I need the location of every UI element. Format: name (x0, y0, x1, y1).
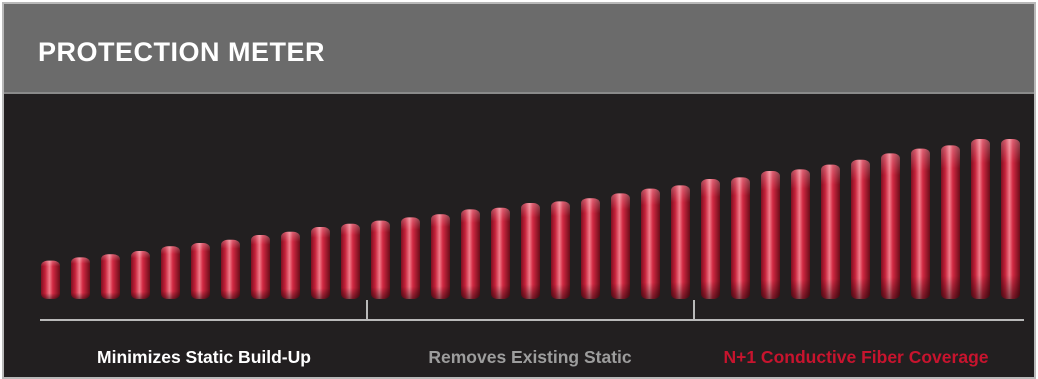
meter-bar (101, 254, 120, 299)
panel-title: PROTECTION METER (38, 37, 325, 68)
meter-bar (341, 224, 360, 299)
meter-bar (281, 232, 300, 299)
meter-bar (521, 203, 540, 299)
meter-bar (161, 246, 180, 299)
meter-bar (611, 193, 630, 299)
meter-bar (461, 209, 480, 299)
meter-bar (431, 214, 450, 299)
meter-bar (791, 169, 810, 299)
header-bar: PROTECTION METER (4, 4, 1034, 94)
meter-bar (71, 257, 90, 299)
meter-bar (701, 179, 720, 299)
meter-bar (251, 235, 270, 299)
meter-scale (40, 300, 1024, 320)
meter-bar (911, 149, 930, 299)
meter-bar (971, 139, 990, 299)
meter-bar (761, 171, 780, 299)
meter-graphic: Minimizes Static Build-Up Removes Existi… (4, 94, 1034, 379)
label-conductive-fiber: N+1 Conductive Fiber Coverage (723, 347, 988, 367)
meter-bar (221, 240, 240, 299)
meter-bar (941, 145, 960, 299)
meter-bar (371, 221, 390, 299)
meter-bars (41, 139, 1020, 299)
meter-area: Minimizes Static Build-Up Removes Existi… (4, 94, 1034, 379)
meter-bar (851, 160, 870, 299)
meter-bar (1001, 139, 1020, 299)
meter-bar (401, 217, 420, 299)
meter-bar (131, 251, 150, 299)
meter-bar (641, 189, 660, 299)
meter-bar (821, 165, 840, 299)
meter-bar (731, 177, 750, 299)
meter-bar (881, 153, 900, 299)
meter-bar (191, 243, 210, 299)
meter-bar (41, 261, 60, 299)
scale-labels: Minimizes Static Build-Up Removes Existi… (97, 347, 989, 367)
meter-bar (671, 185, 690, 299)
meter-bar (551, 201, 570, 299)
meter-bar (311, 227, 330, 299)
meter-bar (491, 208, 510, 299)
label-minimizes-static: Minimizes Static Build-Up (97, 347, 311, 367)
label-removes-static: Removes Existing Static (428, 347, 632, 367)
meter-bar (581, 198, 600, 299)
